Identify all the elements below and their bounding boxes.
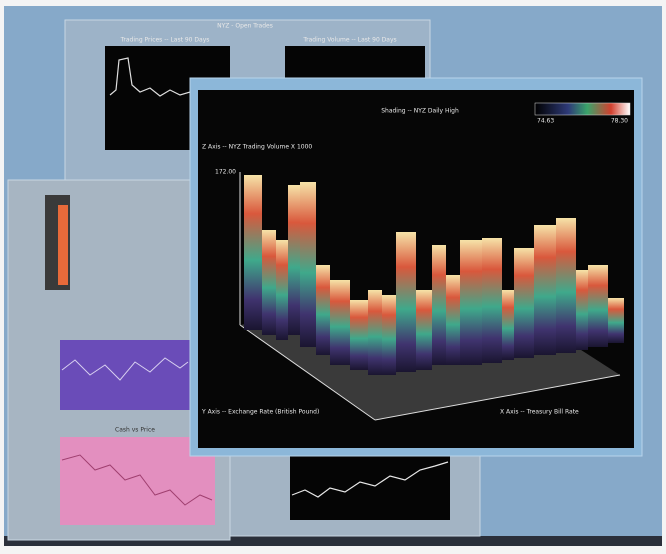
bar-indicator (58, 205, 68, 285)
surface-column (316, 265, 330, 355)
plot-area (60, 437, 215, 525)
plot-area (285, 46, 425, 80)
main-window: Shading -- NYZ Daily High 74.63 78.30 Z … (189, 77, 643, 457)
y-axis-title: Y Axis -- Exchange Rate (British Pound) (201, 409, 319, 416)
surface-column (300, 182, 316, 347)
plot-line (291, 461, 449, 498)
surface-column (396, 232, 416, 372)
window-title: Cash vs Price (115, 427, 155, 434)
surface-column (460, 240, 482, 365)
surface-column (534, 225, 556, 355)
z-axis-max: 172.00 (215, 169, 236, 176)
surface-column (482, 238, 502, 363)
z-axis-title: Z Axis -- NYZ Trading Volume X 1000 (202, 144, 312, 151)
surface-column (502, 290, 514, 360)
shading-title: Shading -- NYZ Daily High (381, 108, 459, 115)
y-axis (239, 324, 376, 421)
surface (244, 175, 624, 375)
x-axis-title: X Axis -- Treasury Bill Rate (500, 409, 579, 416)
panel-title: Trading Prices -- Last 90 Days (120, 37, 210, 44)
plot-area (290, 456, 450, 520)
window-title: NYZ - Open Trades (217, 23, 273, 30)
colorbar (534, 102, 631, 116)
plot-line (61, 357, 189, 381)
surface-column (330, 280, 350, 365)
plot-area (60, 340, 190, 410)
surface-column (576, 270, 588, 350)
surface-column (288, 185, 300, 335)
colorbar-max: 78.30 (611, 118, 628, 125)
surface-column (276, 240, 288, 340)
plot-line (61, 454, 213, 506)
bezel (4, 536, 662, 546)
surface-column (608, 298, 624, 343)
surface-column (416, 290, 432, 370)
surface-column (556, 218, 576, 353)
panel-title: Trading Volume -- Last 90 Days (302, 37, 396, 44)
surface-column (446, 275, 460, 365)
surface-column (368, 290, 382, 375)
x-axis (374, 374, 621, 421)
surface-column (350, 300, 368, 370)
surface-column (514, 248, 534, 358)
surface-column (244, 175, 262, 330)
surface-column (588, 265, 608, 347)
surface-column (262, 230, 276, 335)
surface-column (432, 245, 446, 365)
colorbar-min: 74.63 (537, 118, 554, 125)
surface-column (382, 295, 396, 375)
